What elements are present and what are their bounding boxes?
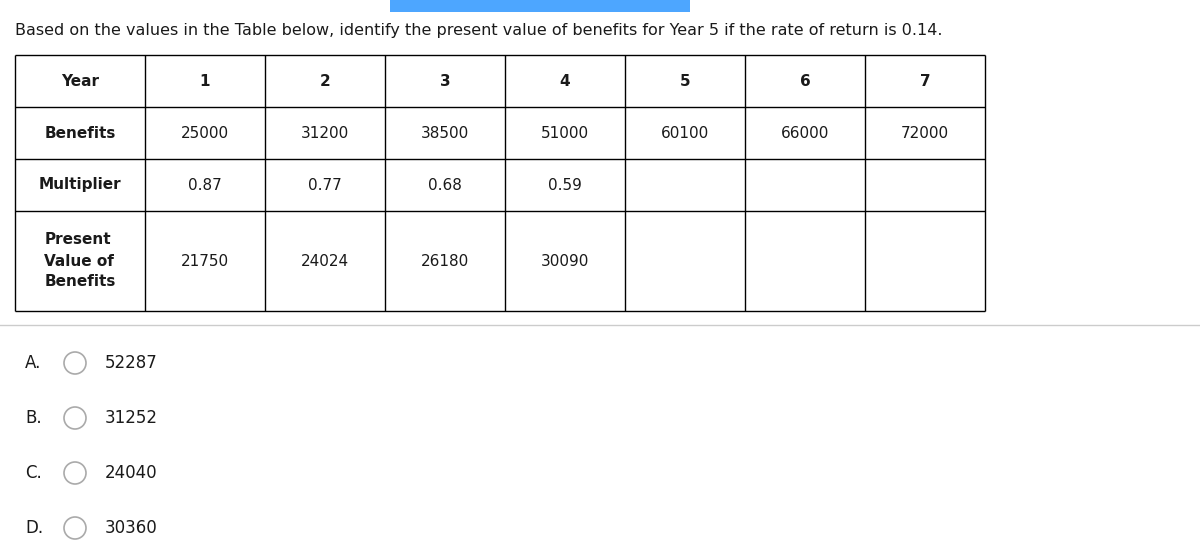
Text: 31200: 31200 [301,126,349,141]
Text: 24040: 24040 [106,464,157,482]
Text: Benefits: Benefits [44,126,115,141]
Text: 0.68: 0.68 [428,177,462,192]
Text: 0.77: 0.77 [308,177,342,192]
Text: 72000: 72000 [901,126,949,141]
Text: 52287: 52287 [106,354,157,372]
Text: Present
Value of
Benefits: Present Value of Benefits [44,233,115,289]
Text: 31252: 31252 [106,409,158,427]
Text: 0.87: 0.87 [188,177,222,192]
Text: 51000: 51000 [541,126,589,141]
Text: C.: C. [25,464,42,482]
Text: 3: 3 [439,73,450,89]
Bar [390,0,690,12]
Text: 5: 5 [679,73,690,89]
Text: 21750: 21750 [181,253,229,268]
Text: 25000: 25000 [181,126,229,141]
Text: 1: 1 [199,73,210,89]
Text: 0.59: 0.59 [548,177,582,192]
Text: D.: D. [25,519,43,537]
Text: 26180: 26180 [421,253,469,268]
Text: Year: Year [61,73,98,89]
Text: 60100: 60100 [661,126,709,141]
Text: 6: 6 [799,73,810,89]
Text: 66000: 66000 [781,126,829,141]
Text: 30090: 30090 [541,253,589,268]
Text: 24024: 24024 [301,253,349,268]
Text: 38500: 38500 [421,126,469,141]
Text: 7: 7 [919,73,930,89]
Text: 2: 2 [319,73,330,89]
Text: B.: B. [25,409,42,427]
Text: Multiplier: Multiplier [38,177,121,192]
Text: A.: A. [25,354,41,372]
Text: 4: 4 [559,73,570,89]
Text: Based on the values in the Table below, identify the present value of benefits f: Based on the values in the Table below, … [14,23,942,37]
Text: 30360: 30360 [106,519,157,537]
